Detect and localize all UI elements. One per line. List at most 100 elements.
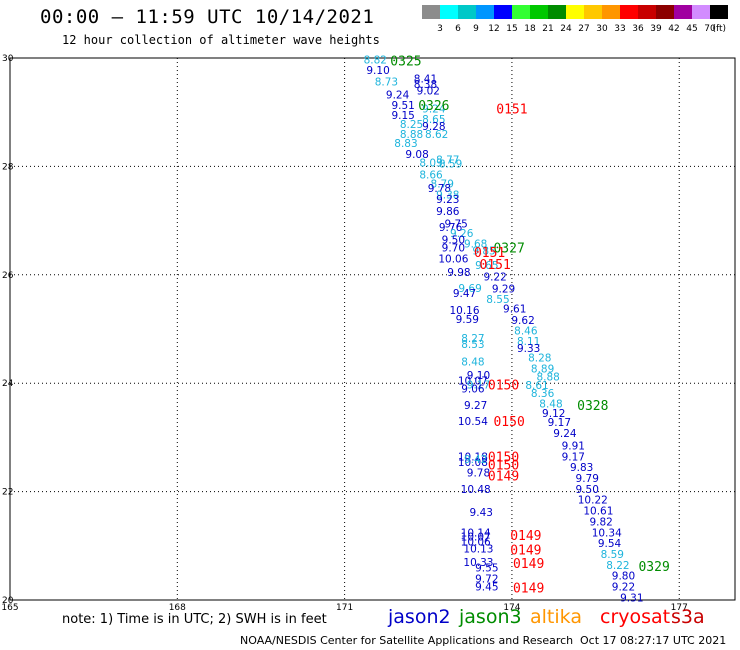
source-credit: NOAA/NESDIS Center for Satellite Applica… [240,634,574,647]
wave-height-label: 9.62 [511,315,534,327]
longitude-label: 168 [169,603,186,613]
wave-height-label: 9.45 [475,581,498,593]
wave-height-label: 9.85 [472,245,495,257]
wave-height-label: 8.36 [531,388,555,400]
satellite-jason3: jason3 [459,606,522,628]
wave-height-label: 9.59 [456,314,479,326]
longitude-label: 174 [503,603,520,613]
wave-height-label: 10.33 [463,557,493,569]
legend-swatch [548,5,566,19]
legend-tick-label: 45 [686,24,697,34]
wave-height-label: 9.26 [450,228,474,240]
pass-time-label: 0150 [488,378,519,393]
wave-height-label: 10.06 [438,254,468,266]
wave-height-label: 9.22 [483,271,506,283]
legend-swatch [584,5,602,19]
wave-height-label: 8.22 [606,560,629,572]
wave-height-label: 9.24 [422,103,446,115]
map-frame [9,57,736,601]
legend-unit: (ft) [712,24,726,34]
legend-swatch [566,5,584,19]
pass-time-label: 0149 [510,529,541,544]
legend-tick-label: 3 [437,24,443,34]
legend-swatch [602,5,620,19]
wave-height-label: 9.12 [542,408,565,420]
legend-tick-label: 70 [704,24,716,34]
legend-tick-label: 36 [632,24,644,34]
wave-height-label: 9.82 [589,516,612,528]
wave-height-label: 9.17 [548,417,571,429]
satellite-cryosat: cryosat [600,606,671,628]
wave-height-label: 9.06 [461,384,485,396]
legend-tick-label: 12 [488,24,499,34]
wave-height-label: 9.51 [391,100,414,112]
wave-height-label: 9.78 [428,183,451,195]
generation-timestamp: Oct 17 08:27:17 UTC 2021 [580,634,727,647]
latitude-label: 26 [2,271,14,281]
wave-height-label: 9.42 [464,454,487,466]
wave-height-label: 8.73 [375,76,398,88]
wave-height-label: 8.55 [486,294,509,306]
legend-tick-label: 30 [596,24,608,34]
wave-height-label: 9.76 [439,222,463,234]
wave-height-label: 9.22 [612,581,635,593]
pass-time-label: 0149 [488,469,519,484]
legend-tick-label: 9 [473,24,479,34]
wave-height-label: 8.03 [419,158,442,170]
wave-height-label: 9.24 [386,89,410,101]
wave-height-label: 8.59 [439,159,462,171]
wave-height-label: 10.07 [461,532,491,544]
wave-height-label: 8.88 [536,372,559,384]
page-subtitle: 12 hour collection of altimeter wave hei… [62,33,380,47]
wave-height-label: 9.15 [391,110,414,122]
legend-swatch [530,5,548,19]
latitude-label: 30 [2,54,14,64]
legend-swatch [476,5,494,19]
latitude-label: 20 [2,596,14,606]
legend-swatch [620,5,638,19]
legend-tick-label: 42 [668,24,679,34]
legend-swatch [512,5,530,19]
wave-height-label: 9.50 [442,235,465,247]
wave-height-label: 8.62 [425,129,448,141]
wave-height-label: 9.31 [620,592,643,604]
legend-tick-label: 21 [542,24,553,34]
wave-height-label: 10.06 [461,536,491,548]
pass-time-label: 0328 [577,399,608,414]
wave-height-label: 9.23 [436,194,459,206]
wave-height-label: 9.98 [447,267,470,279]
legend-tick-label: 39 [650,24,662,34]
wave-height-label: 9.47 [453,288,476,300]
wave-height-label: 8.65 [422,114,445,126]
color-legend: 3 6 9 12 15 18 21 24 27 30 33 36 39 42 45 70(ft) [422,5,728,34]
wave-height-label: 10.48 [461,484,491,496]
pass-time-label: 0329 [638,560,669,575]
wave-height-label: 8.27 [461,333,484,345]
pass-time-label: 0150 [488,450,519,465]
wave-height-label: 8.41 [414,74,437,86]
wave-height-label: 9.43 [470,507,493,519]
pass-time-label: 0325 [390,55,421,70]
legend-swatch [422,5,440,19]
legend-swatch [710,5,728,19]
satellite-s3a: s3a [671,606,705,628]
pass-time-label: 0326 [418,99,449,114]
wave-height-label: 8.25 [400,119,423,131]
wave-height-label: 9.10 [366,65,389,77]
wave-height-label: 10.07 [458,375,488,387]
wave-height-label: 10.13 [463,544,493,556]
legend-tick-label: 6 [455,24,461,34]
pass-time-label: 0151 [480,258,511,273]
satellite-jason2: jason2 [388,606,451,628]
longitude-label: 171 [336,603,353,613]
legend-swatch [692,5,710,19]
wave-height-label: 8.11 [517,336,540,348]
wave-height-label: 9.02 [417,86,440,98]
legend-tick-label: 33 [614,24,625,34]
legend-swatch [674,5,692,19]
wave-height-label: 9.70 [442,243,465,255]
legend-tick-label: 15 [506,24,517,34]
legend-swatch [440,5,458,19]
legend-swatch [494,5,512,19]
wave-height-label: 9.75 [444,218,467,230]
